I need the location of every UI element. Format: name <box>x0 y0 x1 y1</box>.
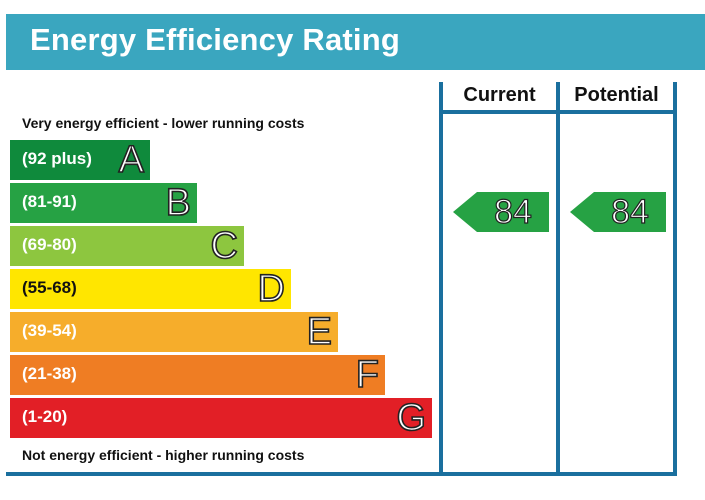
header-banner: Energy Efficiency Rating <box>6 14 705 70</box>
potential-column-header: Potential <box>574 84 659 106</box>
potential-arrow-shape <box>570 192 666 232</box>
rating-band-f: (21-38) F <box>10 353 385 397</box>
band-letter: B <box>165 181 192 225</box>
rating-band-e: (39-54) E <box>10 310 338 354</box>
rating-band-a: (92 plus) A <box>10 138 150 182</box>
frame-line-right <box>673 82 677 476</box>
frame-line-under-headers <box>439 110 677 114</box>
rating-band-g: (1-20) G <box>10 396 432 440</box>
potential-rating-arrow: 84 <box>570 192 666 232</box>
band-range-label: (69-80) <box>22 235 77 254</box>
band-letter: A <box>118 138 145 182</box>
band-range-label: (1-20) <box>22 407 68 426</box>
rating-band-b: (81-91) B <box>10 181 197 225</box>
band-letter: E <box>306 310 333 354</box>
bottom-note: Not energy efficient - higher running co… <box>22 447 305 463</box>
band-letter: F <box>355 353 380 397</box>
band-letter: D <box>257 267 286 311</box>
frame-line-bottom <box>6 472 677 476</box>
rating-band-d: (55-68) D <box>10 267 291 311</box>
current-column-header: Current <box>463 84 536 106</box>
band-range-label: (92 plus) <box>22 149 92 168</box>
frame-line-left <box>439 82 443 476</box>
band-letter: G <box>396 396 427 440</box>
rating-band-c: (69-80) C <box>10 224 244 268</box>
band-letter: C <box>210 224 239 268</box>
band-range-label: (21-38) <box>22 364 77 383</box>
potential-rating-value: 84 <box>610 192 649 231</box>
band-range-label: (81-91) <box>22 192 77 211</box>
frame-line-middle <box>556 82 560 476</box>
top-note: Very energy efficient - lower running co… <box>22 115 305 131</box>
current-rating-arrow: 84 <box>453 192 549 232</box>
page-title: Energy Efficiency Rating <box>30 22 401 57</box>
band-range-label: (39-54) <box>22 321 77 340</box>
current-arrow-shape <box>453 192 549 232</box>
current-rating-value: 84 <box>493 192 532 231</box>
band-range-label: (55-68) <box>22 278 77 297</box>
